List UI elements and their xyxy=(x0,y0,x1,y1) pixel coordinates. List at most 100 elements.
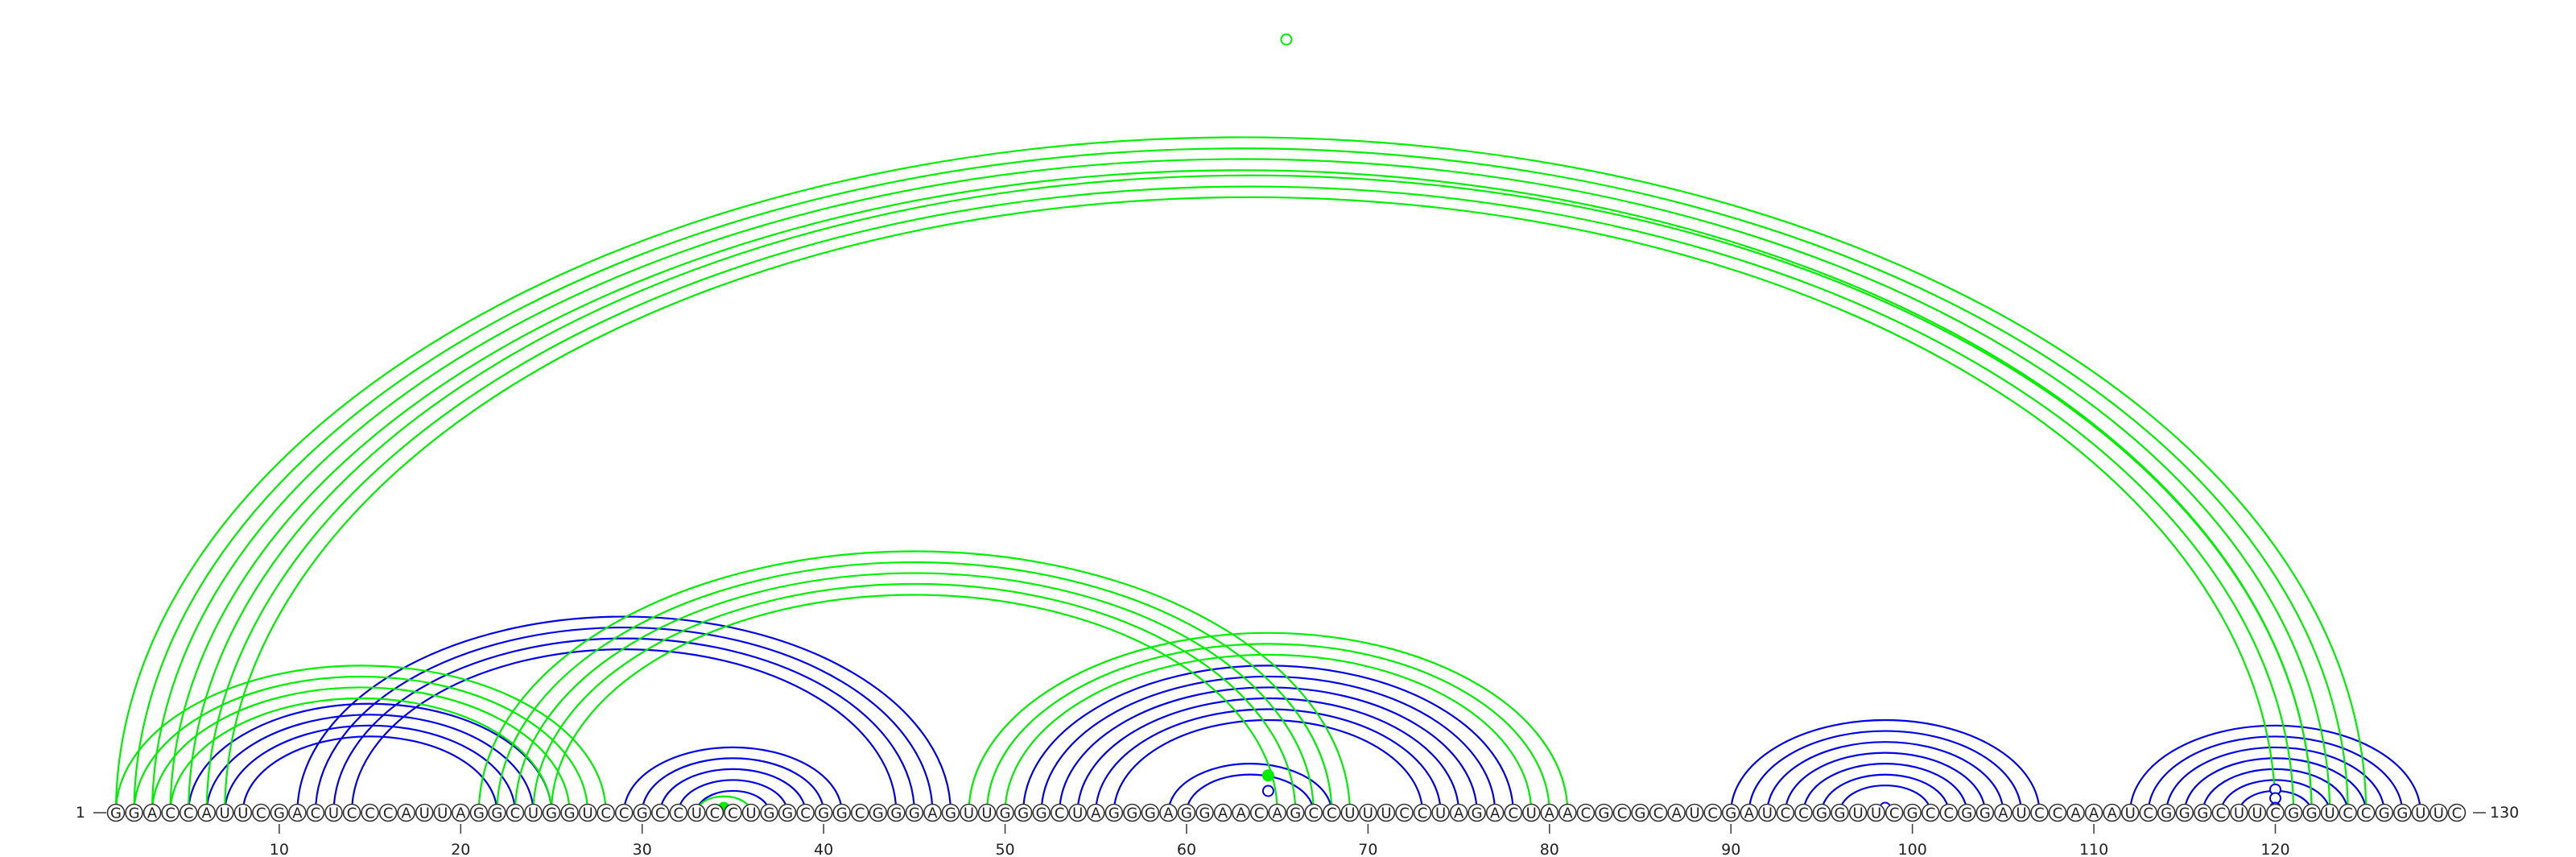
nucleotide-letter: G xyxy=(2179,805,2190,822)
position-label-110: 110 xyxy=(2079,841,2108,857)
base-pair-arc-13-45 xyxy=(332,637,915,814)
nucleotide-letter: C xyxy=(184,805,194,822)
sequence-start-label: 1 xyxy=(76,804,85,822)
nucleotide-102: C xyxy=(1939,803,1959,822)
nucleotide-33: U xyxy=(687,803,706,822)
nucleotide-letter: U xyxy=(528,805,539,822)
nucleotide-circle xyxy=(1794,803,1813,822)
base-pair-arc-93-104 xyxy=(1784,751,1986,814)
nucleotide-61: G xyxy=(1195,803,1214,822)
nucleotide-circle xyxy=(1431,803,1450,822)
base-pair-arc-25-65 xyxy=(550,594,1278,814)
nucleotide-circle xyxy=(1521,803,1541,822)
base-pair-arc-21-69 xyxy=(477,550,1351,814)
arc-markers xyxy=(717,33,2281,814)
nucleotide-circle xyxy=(1104,803,1124,822)
nucleotide-circle xyxy=(1050,803,1069,822)
sequence-backbone: 1 130 xyxy=(76,804,2519,822)
nucleotide-letter: G xyxy=(2379,805,2390,822)
nucleotide-72: C xyxy=(1395,803,1414,822)
position-label-20: 20 xyxy=(451,841,470,857)
position-label-80: 80 xyxy=(1540,841,1559,857)
nucleotide-130: C xyxy=(2447,803,2467,822)
nucleotide-letter: U xyxy=(1072,805,1083,822)
nucleotide-65: A xyxy=(1268,803,1286,822)
nucleotide-circle xyxy=(233,803,253,822)
nucleotide-letter: A xyxy=(1545,805,1555,822)
nucleotide-98: U xyxy=(1867,803,1885,822)
nucleotide-circle xyxy=(1612,803,1632,822)
nucleotide-circle xyxy=(2447,803,2467,822)
nucleotide-11: A xyxy=(288,803,307,822)
nucleotide-letter: U xyxy=(2234,805,2244,822)
nucleotide-letter: G xyxy=(1199,805,1211,822)
nucleotide-circle xyxy=(1831,803,1849,822)
nucleotide-letter: U xyxy=(745,805,756,822)
nucleotide-110: A xyxy=(2084,803,2103,822)
nucleotide-circle xyxy=(1249,803,1269,822)
nucleotide-circle xyxy=(1921,803,1940,822)
nucleotide-circle xyxy=(1595,803,1613,822)
nucleotide-letter: A xyxy=(1218,805,1228,822)
nucleotide-letter: C xyxy=(1581,805,1591,822)
nucleotide-letter: U xyxy=(1344,805,1355,822)
nucleotide-51: G xyxy=(1013,803,1033,822)
nucleotide-circle xyxy=(2302,803,2321,822)
nucleotide-30: G xyxy=(633,803,652,822)
nucleotide-letter: C xyxy=(1254,805,1265,822)
base-pair-arc-5-25 xyxy=(188,702,553,814)
nucleotide-letter: G xyxy=(1126,805,1137,822)
nucleotide-letter: G xyxy=(110,805,122,822)
nucleotide-letter: G xyxy=(491,805,502,822)
arc-marker-3 xyxy=(1261,769,1274,782)
nucleotide-letter: C xyxy=(2034,805,2045,822)
nucleotide-circle xyxy=(161,803,180,822)
base-pair-arc-12-46 xyxy=(314,626,934,814)
nucleotide-circle xyxy=(2175,803,2194,822)
nucleotide-letter: C xyxy=(165,805,175,822)
nucleotide-letter: C xyxy=(256,805,266,822)
nucleotide-66: G xyxy=(1286,803,1305,822)
nucleotide-121: G xyxy=(2284,803,2303,822)
nucleotide-circle xyxy=(1885,803,1904,822)
nucleotide-letter: C xyxy=(383,805,394,822)
nucleotide-circle xyxy=(1395,803,1414,822)
nucleotide-127: G xyxy=(2392,803,2412,822)
nucleotide-circle xyxy=(1086,803,1105,822)
nucleotide-47: G xyxy=(941,803,960,822)
nucleotide-letter: G xyxy=(274,805,285,822)
nucleotide-125: C xyxy=(2356,803,2376,822)
nucleotide-circle xyxy=(2356,803,2376,822)
nucleotide-81: A xyxy=(1558,803,1577,822)
nucleotide-96: G xyxy=(1831,803,1849,822)
nucleotide-circle xyxy=(1975,803,1995,822)
nucleotide-letter: C xyxy=(1943,805,1954,822)
nucleotide-35: C xyxy=(724,803,742,822)
nucleotide-circle xyxy=(1703,803,1722,822)
nucleotide-40: G xyxy=(814,803,833,822)
nucleotide-letter: G xyxy=(764,805,775,822)
nucleotide-letter: G xyxy=(546,805,557,822)
nucleotide-circle xyxy=(1903,803,1922,822)
nucleotide-24: U xyxy=(524,803,543,822)
base-pair-arc-11-47 xyxy=(296,615,952,814)
nucleotide-36: U xyxy=(741,803,761,822)
nucleotide-67: C xyxy=(1304,803,1323,822)
nucleotide-13: U xyxy=(324,803,343,822)
nucleotide-17: A xyxy=(397,803,415,822)
base-pair-arc-1-125 xyxy=(114,136,2368,814)
base-pair-arc-5-122 xyxy=(188,176,2311,813)
base-pair-arc-113-127 xyxy=(2147,735,2404,814)
nucleotide-circle xyxy=(2392,803,2412,822)
nucleotide-46: A xyxy=(923,803,942,822)
nucleotide-12: C xyxy=(306,803,325,822)
base-pair-arc-50-79 xyxy=(1004,653,1533,814)
base-pair-arc-29-41 xyxy=(623,746,843,814)
nucleotide-58: G xyxy=(1141,803,1160,822)
nucleotide-letter: G xyxy=(1036,805,1047,822)
nucleotide-circle xyxy=(433,803,452,822)
nucleotide-95: G xyxy=(1812,803,1831,822)
nucleotide-21: G xyxy=(469,803,489,822)
nucleotide-letter: G xyxy=(873,805,884,822)
nucleotide-letter: C xyxy=(1418,805,1428,822)
